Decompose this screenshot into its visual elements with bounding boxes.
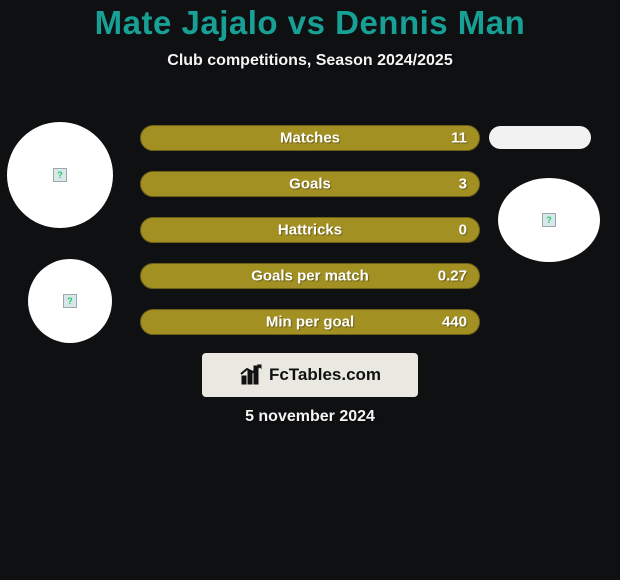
stat-bar-label: Hattricks bbox=[278, 222, 342, 239]
player1-club-circle: ? bbox=[28, 259, 112, 343]
page-subtitle: Club competitions, Season 2024/2025 bbox=[0, 52, 620, 70]
stat-bar-value: 0 bbox=[459, 222, 467, 239]
stat-bar-label: Goals per match bbox=[251, 268, 369, 285]
stat-bar-value: 440 bbox=[442, 314, 467, 331]
stat-bar-label: Goals bbox=[289, 176, 331, 193]
image-placeholder-icon: ? bbox=[542, 213, 556, 227]
stat-bar-label: Min per goal bbox=[266, 314, 354, 331]
player2-photo-ellipse bbox=[489, 126, 591, 149]
stat-bar-label: Matches bbox=[280, 130, 340, 147]
stats-bars: Matches 11 Goals 3 Hattricks 0 Goals per match… bbox=[140, 125, 480, 355]
stat-bar: Goals 3 bbox=[140, 171, 480, 197]
brand-badge: FcTables.com bbox=[202, 353, 418, 397]
stat-bar-value: 0.27 bbox=[438, 268, 467, 285]
stat-bar: Min per goal 440 bbox=[140, 309, 480, 335]
player1-photo-circle: ? bbox=[7, 122, 113, 228]
stat-bar-value: 3 bbox=[459, 176, 467, 193]
date-line: 5 november 2024 bbox=[0, 408, 620, 426]
stat-bar-value: 11 bbox=[451, 130, 467, 147]
page-title: Mate Jajalo vs Dennis Man bbox=[0, 0, 620, 42]
stat-bar: Matches 11 bbox=[140, 125, 480, 151]
stat-bar: Goals per match 0.27 bbox=[140, 263, 480, 289]
brand-chart-icon bbox=[239, 364, 265, 386]
content-wrap: Mate Jajalo vs Dennis Man Club competiti… bbox=[0, 0, 620, 580]
player2-club-circle: ? bbox=[498, 178, 600, 262]
brand-text: FcTables.com bbox=[269, 365, 381, 385]
stat-bar: Hattricks 0 bbox=[140, 217, 480, 243]
image-placeholder-icon: ? bbox=[53, 168, 67, 182]
image-placeholder-icon: ? bbox=[63, 294, 77, 308]
